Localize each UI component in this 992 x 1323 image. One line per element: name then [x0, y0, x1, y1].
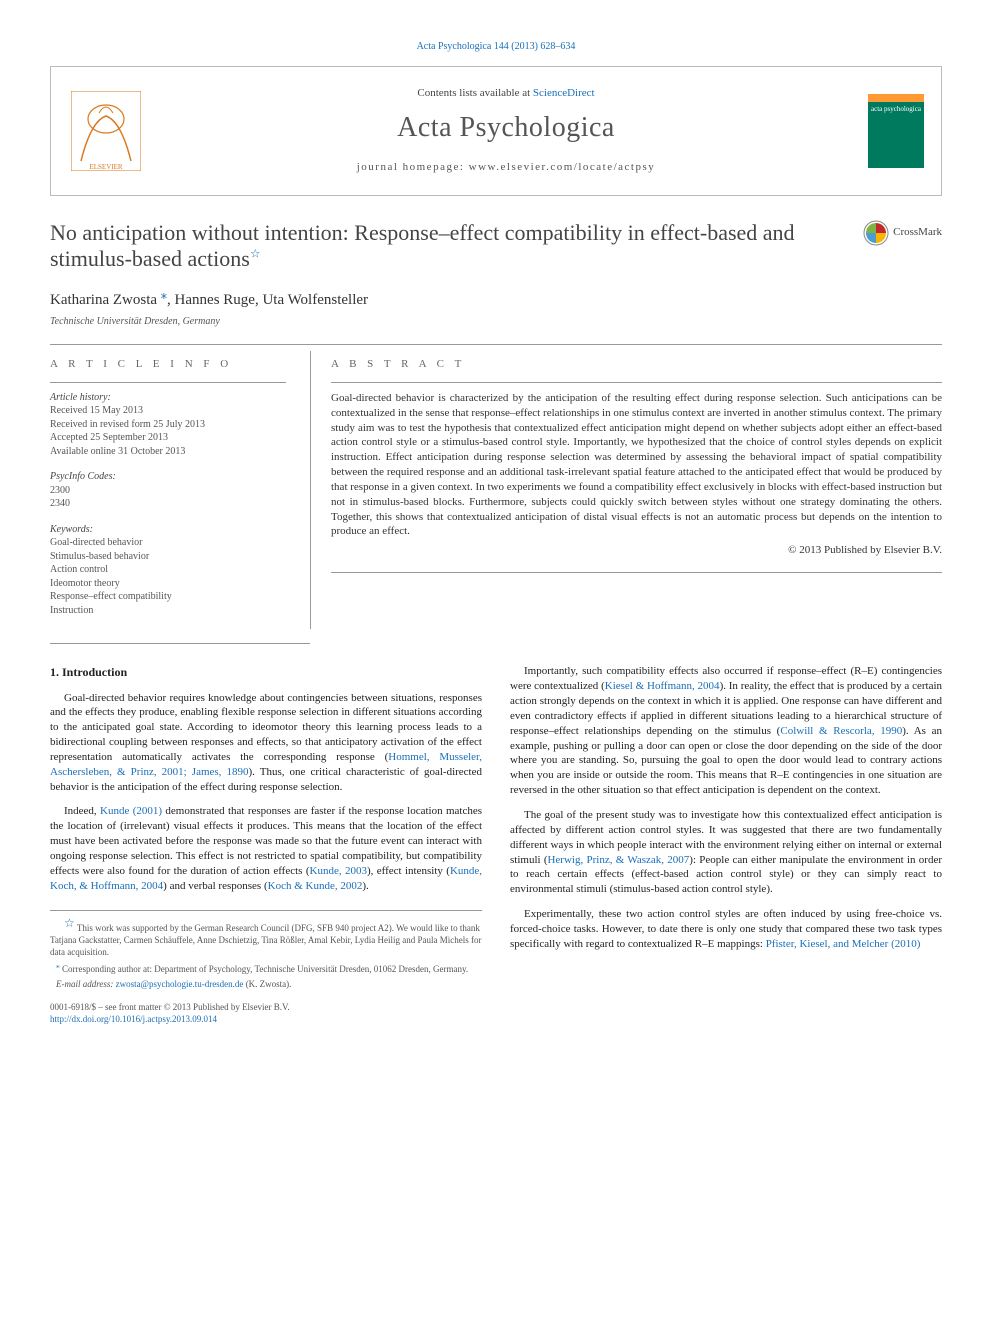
body-columns: 1. Introduction Goal-directed behavior r…	[50, 664, 942, 993]
author-1: Katharina Zwosta	[50, 292, 157, 308]
para-text: ), effect intensity (	[367, 865, 450, 877]
front-matter-line: 0001-6918/$ – see front matter © 2013 Pu…	[50, 1001, 942, 1013]
contents-line: Contents lists available at ScienceDirec…	[161, 86, 851, 101]
right-column: Importantly, such compatibility effects …	[510, 664, 942, 993]
masthead-right: acta psychologica	[851, 94, 941, 168]
footnote-funding: ☆ This work was supported by the German …	[50, 915, 482, 958]
psy-code: 2300	[50, 484, 286, 498]
para-text: ) and verbal responses (	[163, 880, 267, 892]
body-para: Importantly, such compatibility effects …	[510, 664, 942, 798]
abstract-text: Goal-directed behavior is characterized …	[331, 391, 942, 539]
para-text: Indeed,	[64, 805, 100, 817]
footnote-text: Corresponding author at: Department of P…	[60, 964, 468, 974]
footnote-sym: ☆	[64, 916, 75, 930]
top-rule	[50, 344, 942, 345]
history-line: Received in revised form 25 July 2013	[50, 418, 286, 432]
article-info-heading: A R T I C L E I N F O	[50, 357, 286, 372]
journal-cover-icon: acta psychologica	[868, 94, 924, 168]
keyword: Response–effect compatibility	[50, 590, 286, 604]
citation-link[interactable]: Kunde, 2003	[310, 865, 367, 877]
crossmark-label: CrossMark	[893, 225, 942, 240]
contents-text: Contents lists available at	[417, 87, 532, 99]
citation-link[interactable]: Pfister, Kiesel, and Melcher (2010)	[766, 938, 921, 950]
citation-link[interactable]: Kiesel & Hoffmann, 2004	[605, 680, 720, 692]
history-line: Received 15 May 2013	[50, 404, 286, 418]
psycinfo-codes: PsycInfo Codes: 2300 2340	[50, 470, 286, 511]
authors-rest: , Hannes Ruge, Uta Wolfensteller	[167, 292, 368, 308]
citation-link[interactable]: Herwig, Prinz, & Waszak, 2007	[547, 854, 689, 866]
section-title: 1. Introduction	[50, 664, 482, 680]
abstract-heading: A B S T R A C T	[331, 357, 942, 372]
footnote-text: This work was supported by the German Re…	[50, 923, 482, 957]
title-row: No anticipation without intention: Respo…	[50, 220, 942, 273]
sciencedirect-link[interactable]: ScienceDirect	[533, 87, 595, 99]
keyword: Ideomotor theory	[50, 577, 286, 591]
citation-link[interactable]: Colwill & Rescorla, 1990	[780, 725, 902, 737]
article-info-col: A R T I C L E I N F O Article history: R…	[50, 351, 310, 629]
header-citation-link[interactable]: Acta Psychologica 144 (2013) 628–634	[50, 40, 942, 54]
elsevier-logo-icon: ELSEVIER	[71, 91, 141, 171]
crossmark-icon	[863, 220, 889, 246]
keyword: Instruction	[50, 604, 286, 618]
affiliation: Technische Universität Dresden, Germany	[50, 315, 942, 329]
keyword: Action control	[50, 563, 286, 577]
email-link[interactable]: zwosta@psychologie.tu-dresden.de	[116, 979, 244, 989]
masthead-center: Contents lists available at ScienceDirec…	[161, 86, 851, 175]
masthead: ELSEVIER Contents lists available at Sci…	[50, 66, 942, 196]
email-label: E-mail address:	[56, 979, 116, 989]
info-abstract-row: A R T I C L E I N F O Article history: R…	[50, 351, 942, 629]
keywords-block: Keywords: Goal-directed behavior Stimulu…	[50, 523, 286, 618]
history-line: Accepted 25 September 2013	[50, 431, 286, 445]
keyword: Stimulus-based behavior	[50, 550, 286, 564]
footer-block: 0001-6918/$ – see front matter © 2013 Pu…	[50, 1001, 942, 1025]
keyword: Goal-directed behavior	[50, 536, 286, 550]
page: Acta Psychologica 144 (2013) 628–634 ELS…	[0, 0, 992, 1066]
psy-label: PsycInfo Codes:	[50, 470, 286, 484]
footnote-corresponding: ⁎ Corresponding author at: Department of…	[50, 961, 482, 975]
footnotes: ☆ This work was supported by the German …	[50, 910, 482, 991]
authors-line: Katharina Zwosta ⁎, Hannes Ruge, Uta Wol…	[50, 286, 942, 310]
citation-link[interactable]: Kunde (2001)	[100, 805, 162, 817]
left-column: 1. Introduction Goal-directed behavior r…	[50, 664, 482, 993]
body-para: The goal of the present study was to inv…	[510, 808, 942, 897]
title-text: No anticipation without intention: Respo…	[50, 220, 795, 271]
doi-link[interactable]: http://dx.doi.org/10.1016/j.actpsy.2013.…	[50, 1014, 217, 1024]
abstract-col: A B S T R A C T Goal-directed behavior i…	[310, 351, 942, 629]
history-label: Article history:	[50, 391, 286, 405]
article-title: No anticipation without intention: Respo…	[50, 220, 830, 273]
publisher-logo-slot: ELSEVIER	[51, 91, 161, 171]
keywords-label: Keywords:	[50, 523, 286, 537]
body-para: Indeed, Kunde (2001) demonstrated that r…	[50, 804, 482, 893]
psy-code: 2340	[50, 497, 286, 511]
email-who: (K. Zwosta).	[243, 979, 291, 989]
abstract-copyright: © 2013 Published by Elsevier B.V.	[331, 543, 942, 558]
crossmark-badge[interactable]: CrossMark	[863, 220, 942, 246]
citation-link[interactable]: Koch & Kunde, 2002	[268, 880, 363, 892]
body-para: Goal-directed behavior requires knowledg…	[50, 691, 482, 795]
footnote-email: E-mail address: zwosta@psychologie.tu-dr…	[50, 978, 482, 990]
journal-homepage: journal homepage: www.elsevier.com/locat…	[161, 160, 851, 175]
body-para: Experimentally, these two action control…	[510, 907, 942, 952]
history-line: Available online 31 October 2013	[50, 445, 286, 459]
article-history: Article history: Received 15 May 2013 Re…	[50, 391, 286, 459]
para-text: ).	[362, 880, 368, 892]
journal-name: Acta Psychologica	[161, 109, 851, 147]
svg-text:ELSEVIER: ELSEVIER	[89, 163, 122, 171]
title-footnote-marker[interactable]: ☆	[250, 247, 261, 261]
